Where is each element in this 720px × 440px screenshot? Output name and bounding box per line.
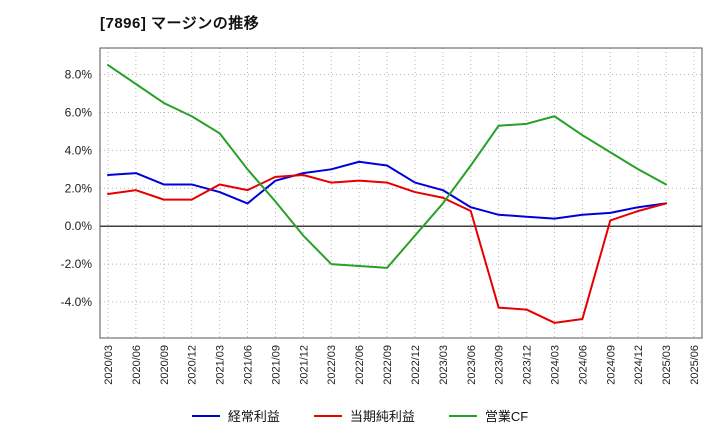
legend-item-1: 当期純利益 (313, 406, 415, 425)
y-tick-label: 6.0% (65, 105, 93, 119)
x-tick-label: 2023/03 (438, 345, 450, 385)
y-axis-labels: -4.0% -2.0% 0.0% 2.0% 4.0% 6.0% 8.0% (61, 68, 93, 309)
x-tick-label: 2024/09 (605, 345, 617, 385)
x-tick-label: 2020/06 (131, 345, 143, 385)
legend-label: 経常利益 (227, 409, 280, 424)
plot-border (99, 47, 703, 339)
x-tick-label: 2025/06 (689, 345, 701, 385)
x-tick-label: 2025/03 (661, 345, 673, 385)
y-tick-label: 8.0% (65, 68, 93, 82)
x-tick-label: 2024/12 (633, 345, 645, 385)
x-tick-label: 2022/09 (382, 345, 394, 385)
series-line-0 (107, 160, 668, 220)
x-axis-labels: 2020/03 2020/06 2020/09 2020/12 2021/03 2021/… (103, 345, 701, 385)
legend-label: 当期純利益 (349, 409, 415, 424)
x-tick-label: 2020/09 (159, 345, 171, 385)
x-tick-label: 2023/09 (494, 345, 506, 385)
chart-title: [7896] マージンの推移 (100, 15, 260, 32)
x-tick-label: 2021/06 (243, 345, 255, 385)
x-tick-label: 2022/03 (326, 345, 338, 385)
legend-line-swatch (448, 414, 477, 417)
x-tick-label: 2020/03 (103, 345, 115, 385)
y-tick-label: 4.0% (65, 143, 93, 157)
chart-legend: 経常利益 当期純利益 営業CF (0, 406, 720, 425)
series-line-1 (107, 173, 668, 324)
legend-item-2: 営業CF (448, 406, 529, 425)
x-tick-label: 2020/12 (187, 345, 199, 385)
line-chart: -4.0%-2.0%0.0%2.0%4.0%6.0%8.0%2020/03 202… (61, 47, 703, 385)
x-tick-label: 2024/03 (549, 345, 561, 385)
legend-line-swatch (191, 414, 220, 417)
y-tick-label: -4.0% (61, 295, 93, 309)
y-tick-label: 0.0% (65, 219, 93, 233)
y-tick-label: -2.0% (61, 257, 93, 271)
gridlines (100, 48, 702, 338)
x-tick-label: 2023/12 (522, 345, 534, 385)
x-tick-label: 2022/12 (410, 345, 422, 385)
legend-item-0: 経常利益 (191, 406, 280, 425)
x-tick-label: 2022/06 (354, 345, 366, 385)
x-tick-label: 2021/12 (298, 345, 310, 385)
legend-label: 営業CF (484, 409, 529, 424)
legend-line-swatch (313, 414, 342, 417)
series-line-2 (107, 64, 668, 269)
x-tick-label: 2024/06 (577, 345, 589, 385)
y-tick-label: 2.0% (65, 181, 93, 195)
x-tick-label: 2021/09 (270, 345, 282, 385)
x-tick-label: 2023/06 (466, 345, 478, 385)
x-tick-label: 2021/03 (215, 345, 227, 385)
